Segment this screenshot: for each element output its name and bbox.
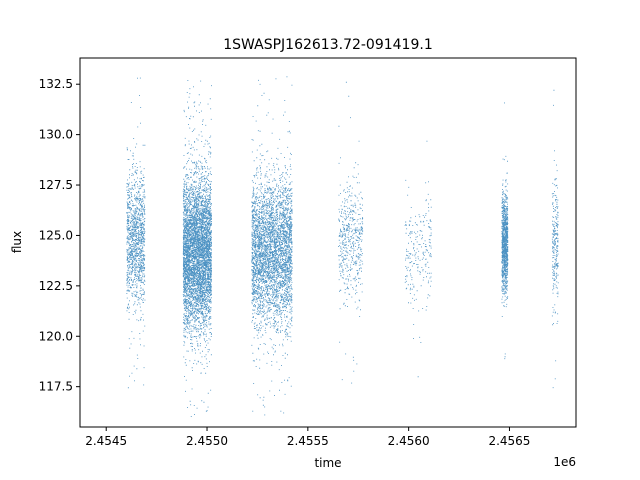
y-tick-label: 125.0 <box>39 228 73 242</box>
observing-season-5-points <box>404 140 432 378</box>
x-tick-label: 2.4555 <box>287 434 329 448</box>
y-tick-label: 122.5 <box>39 279 73 293</box>
y-tick-label: 130.0 <box>39 128 73 142</box>
observing-season-2-points <box>182 80 212 417</box>
y-tick-label: 132.5 <box>39 77 73 91</box>
data-points <box>126 76 559 417</box>
x-tick-label: 2.4565 <box>488 434 530 448</box>
chart-title: 1SWASPJ162613.72-091419.1 <box>223 37 432 53</box>
observing-season-4-points <box>338 81 364 384</box>
x-axis-ticks: 2.4545 2.4550 2.4555 2.4560 2.4565 <box>85 427 530 448</box>
observing-season-7-points <box>551 89 559 389</box>
observing-season-6-points <box>501 102 509 360</box>
y-tick-label: 117.5 <box>39 380 73 394</box>
y-tick-label: 127.5 <box>39 178 73 192</box>
x-axis-label: time <box>314 456 341 470</box>
x-tick-label: 2.4545 <box>85 434 127 448</box>
observing-season-1-points <box>126 77 146 389</box>
x-tick-label: 2.4560 <box>388 434 430 448</box>
observing-season-3-points <box>251 76 293 416</box>
x-axis-offset-label: 1e6 <box>553 455 576 469</box>
x-tick-label: 2.4550 <box>186 434 228 448</box>
y-tick-label: 120.0 <box>39 329 73 343</box>
y-axis-label: flux <box>10 231 24 253</box>
plot-frame <box>79 57 577 428</box>
y-axis-ticks: 117.5 120.0 122.5 125.0 127.5 130.0 132.5 <box>39 77 80 394</box>
